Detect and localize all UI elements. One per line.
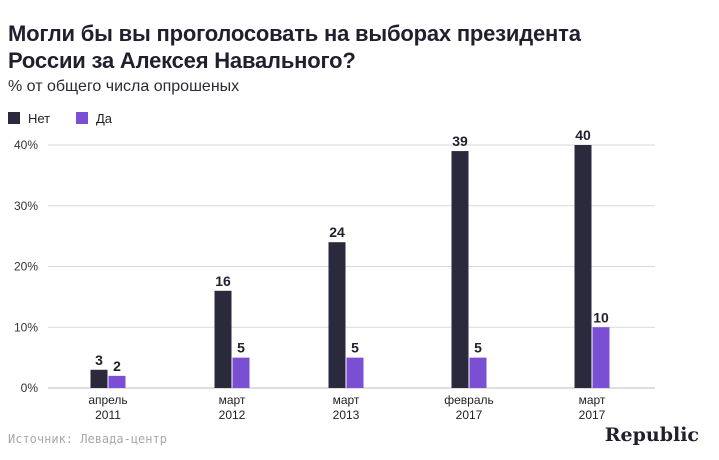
chart-title-line-2: России за Алексея Навального? — [8, 48, 356, 73]
bar — [451, 151, 469, 388]
chart-subtitle: % от общего числа опрошеных — [8, 78, 240, 95]
bar — [108, 375, 126, 388]
chart-title: Могли бы вы проголосовать на выборах пре… — [8, 20, 708, 74]
bar — [90, 369, 108, 388]
data-label: 40 — [575, 127, 591, 143]
x-tick-label: март — [333, 393, 360, 407]
data-label: 24 — [329, 224, 345, 240]
y-tick-label: 20% — [14, 260, 38, 274]
data-label: 5 — [474, 340, 482, 356]
data-label: 5 — [237, 340, 245, 356]
y-tick-label: 10% — [14, 320, 38, 334]
data-label: 2 — [113, 358, 121, 374]
x-tick-label: март — [579, 393, 606, 407]
bar — [574, 145, 592, 388]
data-label: 5 — [351, 340, 359, 356]
source-note: Источник: Левада-центр — [8, 432, 167, 446]
data-label: 10 — [593, 309, 609, 325]
x-tick-label: март — [219, 393, 246, 407]
bar — [469, 357, 487, 388]
data-label: 16 — [215, 273, 231, 289]
legend-swatch — [76, 112, 88, 124]
bar — [232, 357, 250, 388]
legend-label: Да — [96, 111, 113, 126]
legend-label: Нет — [28, 111, 50, 126]
chart-title-line-1: Могли бы вы проголосовать на выборах пре… — [8, 21, 581, 46]
y-tick-label: 0% — [21, 381, 39, 395]
bar — [214, 290, 232, 388]
x-tick-label: 2017 — [579, 408, 606, 422]
x-tick-label: 2011 — [95, 408, 121, 422]
bar — [328, 242, 346, 388]
y-tick-label: 30% — [14, 199, 38, 213]
x-tick-label: февраль — [444, 393, 494, 407]
bar — [346, 357, 364, 388]
x-tick-label: 2012 — [219, 408, 246, 422]
x-tick-label: 2017 — [456, 408, 483, 422]
data-label: 3 — [95, 352, 103, 368]
bar — [592, 327, 610, 388]
legend-swatch — [8, 112, 20, 124]
data-label: 39 — [452, 133, 468, 149]
y-tick-label: 40% — [14, 138, 38, 152]
republic-logo: Republic — [604, 424, 699, 446]
x-tick-label: 2013 — [333, 408, 360, 422]
x-tick-label: апрель — [88, 393, 127, 407]
